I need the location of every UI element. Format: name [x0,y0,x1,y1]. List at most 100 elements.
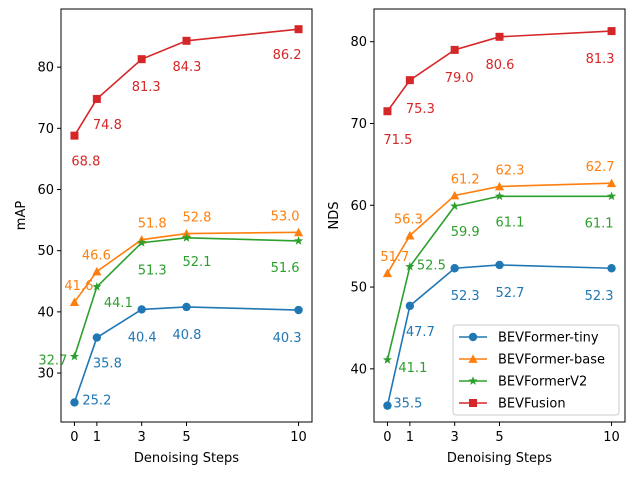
nds-data-label-bevfusion-5: 80.6 [486,58,515,73]
map-y-tick-label-80: 80 [37,61,54,76]
nds-y-tick-label-80: 80 [350,35,367,50]
map-chart: 25.2 35.8 40.4 40.8 40.3 41.6 46.6 51.8 52.8 53.0… [14,8,313,466]
map-data-label-bevformerv2-5: 52.1 [183,255,212,270]
nds-data-label-bevformerv2-3: 59.9 [451,225,480,240]
nds-data-label-bevfusion-1: 75.3 [406,102,435,117]
nds-data-label-bevformer-tiny-3: 52.3 [451,289,480,304]
nds-point-bevformer-tiny-3 [450,264,459,273]
nds-x-axis-label: Denoising Steps [447,451,552,466]
map-data-label-bevformer-base-0: 41.6 [64,279,93,294]
nds-y-tick-label-40: 40 [350,362,367,377]
map-point-bevfusion-5 [182,36,191,45]
map-data-label-bevformer-base-10: 53.0 [271,209,300,224]
nds-point-bevfusion-10 [607,27,616,36]
nds-point-bevformer-base-5 [494,181,505,191]
nds-data-label-bevformer-tiny-1: 47.7 [406,325,435,340]
map-line-bevformer-tiny [73,306,299,403]
legend-label-bevformer-tiny: BEVFormer-tiny [498,331,599,346]
map-data-label-bevformerv2-10: 51.6 [271,261,300,276]
map-point-bevfusion-10 [294,25,303,34]
nds-data-label-bevformer-base-5: 62.3 [496,164,525,179]
nds-y-tick-label-70: 70 [350,117,367,132]
map-data-label-bevformer-tiny-0: 25.2 [82,393,111,408]
nds-point-bevformer-base-10 [606,178,617,188]
map-data-label-bevfusion-10: 86.2 [273,48,302,63]
map-point-bevformerv2-0 [69,351,80,361]
map-data-label-bevfusion-0: 68.8 [71,155,100,170]
nds-data-label-bevformerv2-1: 52.5 [417,259,446,274]
map-data-label-bevformerv2-1: 44.1 [104,296,133,311]
nds-x-tick-label-10: 10 [603,430,620,445]
map-data-label-bevformer-tiny-3: 40.4 [128,330,157,345]
nds-point-bevfusion-0 [383,107,392,116]
nds-point-bevfusion-1 [405,76,414,85]
nds-data-label-bevfusion-0: 71.5 [383,133,412,148]
map-data-label-bevformer-base-5: 52.8 [183,211,212,226]
map-data-label-bevfusion-1: 74.8 [93,118,122,133]
map-data-label-bevformer-tiny-5: 40.8 [173,328,202,343]
map-data-label-bevfusion-3: 81.3 [132,80,161,95]
nds-y-tick-label-60: 60 [350,199,367,214]
nds-legend: BEVFormer-tiny BEVFormer-base BEVFormerV2 B… [452,324,620,416]
nds-data-label-bevformerv2-10: 61.1 [585,216,614,231]
legend-marker-bevfusion [469,399,477,407]
nds-point-bevformerv2-5 [494,191,505,201]
map-y-axis-label: mAP [14,201,29,231]
map-point-bevformer-base-10 [293,227,304,237]
legend-marker-bevformer-tiny [468,332,478,342]
nds-point-bevformer-tiny-5 [495,260,504,270]
legend-label-bevformer-base: BEVFormer-base [498,353,605,368]
map-point-bevformerv2-10 [293,236,304,245]
nds-x-tick-label-5: 5 [495,430,503,445]
nds-data-label-bevformerv2-0: 41.1 [398,361,427,376]
map-y-tick-label-70: 70 [37,122,54,137]
nds-point-bevformer-tiny-10 [607,264,616,273]
nds-data-label-bevformer-base-10: 62.7 [586,160,615,175]
map-point-bevformerv2-1 [92,281,102,291]
legend-label-bevfusion: BEVFusion [498,397,566,412]
nds-point-bevfusion-3 [450,45,459,54]
map-data-label-bevformer-tiny-1: 35.8 [93,357,122,372]
nds-x-tick-label-1: 1 [406,430,414,445]
nds-point-bevformer-base-1 [405,230,415,240]
map-y-tick-label-50: 50 [37,244,54,259]
nds-data-label-bevformer-tiny-5: 52.7 [496,286,525,301]
map-y-tick-label-30: 30 [37,367,54,382]
map-data-label-bevformer-tiny-10: 40.3 [273,331,302,346]
map-point-bevformer-tiny-5 [182,302,191,312]
nds-y-axis-label: NDS [327,202,342,230]
map-point-bevformer-tiny-3 [137,305,146,314]
map-point-bevfusion-0 [70,131,79,140]
nds-data-label-bevfusion-3: 79.0 [445,71,474,86]
map-data-label-bevformerv2-3: 51.3 [138,264,167,279]
nds-point-bevfusion-5 [495,32,504,41]
legend-marker-bevformer-base [468,354,478,363]
nds-y-tick-label-50: 50 [350,281,367,296]
map-data-label-bevformer-base-3: 51.8 [138,217,167,232]
map-point-bevformerv2-3 [137,237,147,247]
map-x-tick-label-1: 1 [93,430,101,445]
legend-marker-bevformerv2 [468,376,478,385]
map-y-tick-label-60: 60 [37,183,54,198]
map-x-tick-label-5: 5 [182,430,190,445]
nds-data-label-bevformer-tiny-0: 35.5 [393,397,422,412]
map-point-bevfusion-1 [92,94,101,103]
map-point-bevformer-tiny-1 [92,333,102,342]
nds-x-tick-label-3: 3 [451,430,459,445]
nds-data-label-bevformer-base-3: 61.2 [451,173,480,188]
nds-point-bevformer-base-0 [382,268,393,278]
map-x-tick-label-10: 10 [290,430,307,445]
map-point-bevfusion-3 [137,55,146,64]
map-point-bevformer-tiny-10 [294,305,303,315]
map-data-label-bevformer-base-1: 46.6 [82,249,111,264]
nds-x-tick-label-0: 0 [383,430,391,445]
nds-data-label-bevformerv2-5: 61.1 [496,215,525,230]
nds-point-bevformerv2-0 [382,355,393,364]
nds-data-label-bevformer-base-1: 56.3 [394,213,423,228]
map-x-tick-label-0: 0 [70,430,78,445]
map-data-label-bevformerv2-0: 32.7 [38,354,67,369]
nds-legend-box [452,324,620,416]
map-data-label-bevfusion-5: 84.3 [173,60,202,75]
map-point-bevformerv2-5 [181,233,192,242]
legend-label-bevformerv2: BEVFormerV2 [498,375,587,390]
